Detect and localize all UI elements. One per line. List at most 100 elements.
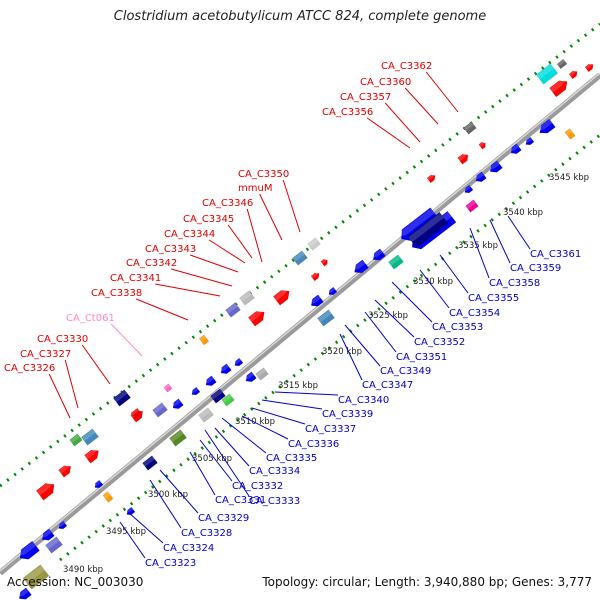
gene-feature[interactable] [371,248,386,263]
gene-feature[interactable] [210,388,226,404]
gene-feature[interactable] [16,540,40,563]
gene-feature[interactable] [125,506,136,517]
gene-feature[interactable] [102,491,114,503]
gene-feature[interactable] [509,143,522,156]
gene-label-forward[interactable]: CA_C3342 [126,258,177,269]
gene-feature[interactable] [465,199,479,213]
gene-label-reverse[interactable]: CA_C3358 [489,278,540,289]
gene-feature[interactable] [152,402,168,418]
gene-feature[interactable] [320,258,329,267]
gene-label-forward[interactable]: CA_C3344 [164,229,215,240]
gene-feature[interactable] [388,254,404,270]
gene-label-forward[interactable]: CA_C3326 [4,363,55,374]
gene-label-reverse[interactable]: CA_C3340 [338,395,389,406]
gene-feature[interactable] [488,160,503,175]
gene-feature[interactable] [40,528,55,543]
gene-feature[interactable] [292,250,308,266]
gene-label-reverse[interactable]: CA_C3339 [322,409,373,420]
gene-feature[interactable] [463,121,477,135]
gene-feature[interactable] [84,447,101,464]
gene-feature[interactable] [93,479,104,490]
gene-label-reverse[interactable]: CA_C3353 [432,322,483,333]
gene-feature[interactable] [204,375,217,388]
gene-feature[interactable] [556,58,568,70]
gene-label-reverse[interactable]: CA_C3324 [163,543,214,554]
gene-label-reverse[interactable]: CA_C3355 [468,293,519,304]
gene-feature[interactable] [45,536,63,554]
gene-feature[interactable] [198,407,214,423]
gene-feature[interactable] [272,287,292,306]
gene-feature[interactable] [463,184,474,195]
gene-feature[interactable] [549,77,571,98]
gene-label-reverse[interactable]: CA_C3352 [414,337,465,348]
gene-label-reverse[interactable]: CA_C3361 [530,249,581,260]
gene-feature[interactable] [81,428,99,446]
gene-label-reverse[interactable]: CA_C3337 [305,424,356,435]
gene-label-reverse[interactable]: CA_C3332 [232,481,283,492]
gene-feature[interactable] [221,393,235,407]
gene-feature[interactable] [584,62,595,73]
gene-label-forward[interactable]: CA_C3350 [238,169,289,180]
gene-label-forward[interactable]: CA_Ct061 [66,313,115,324]
gene-label-reverse[interactable]: CA_C3334 [249,466,300,477]
gene-feature[interactable] [407,211,449,249]
gene-label-reverse[interactable]: CA_C3323 [145,558,196,569]
gene-feature[interactable] [57,520,68,531]
gene-feature[interactable] [239,290,255,306]
gene-feature[interactable] [568,69,579,80]
gene-label-reverse[interactable]: CA_C3349 [380,366,431,377]
gene-label-reverse[interactable]: CA_C3347 [362,380,413,391]
gene-label-forward[interactable]: CA_C3357 [340,92,391,103]
gene-feature[interactable] [524,136,535,147]
gene-feature[interactable] [163,383,173,393]
gene-label-forward[interactable]: CA_C3327 [20,349,71,360]
gene-feature[interactable] [535,63,559,85]
gene-feature[interactable] [22,564,50,590]
gene-label-forward[interactable]: CA_C3356 [322,107,373,118]
gene-label-reverse[interactable]: CA_C3359 [510,263,561,274]
gene-feature[interactable] [351,259,369,276]
gene-feature[interactable] [69,433,83,447]
gene-label-forward[interactable]: CA_C3346 [202,198,253,209]
gene-label-reverse[interactable]: CA_C3354 [449,308,500,319]
gene-feature[interactable] [190,386,201,397]
gene-label-reverse[interactable]: CA_C3329 [198,513,249,524]
gene-label-forward[interactable]: CA_C3343 [145,244,196,255]
gene-label-reverse[interactable]: CA_C3328 [181,528,232,539]
gene-label-forward[interactable]: CA_C3345 [183,214,234,225]
gene-label-reverse[interactable]: CA_C3335 [266,453,317,464]
gene-label-forward[interactable]: mmuM [238,183,272,194]
gene-feature[interactable] [255,367,269,381]
gene-label-reverse[interactable]: CA_C3336 [288,439,339,450]
gene-feature[interactable] [113,389,131,407]
gene-feature[interactable] [317,309,335,327]
gene-feature[interactable] [142,455,158,471]
gene-label-reverse[interactable]: CA_C3333 [249,496,300,507]
gene-feature[interactable] [171,398,184,411]
gene-feature[interactable] [233,357,244,368]
gene-feature[interactable] [564,128,576,140]
gene-feature[interactable] [478,141,487,150]
gene-feature[interactable] [537,118,556,137]
gene-label-forward[interactable]: CA_C3362 [381,61,432,72]
gene-feature[interactable] [307,237,321,251]
gene-label-reverse[interactable]: CA_C3331 [215,495,266,506]
gene-label-forward[interactable]: CA_C3330 [37,334,88,345]
gene-feature[interactable] [310,271,321,282]
gene-feature[interactable] [219,363,232,376]
gene-feature[interactable] [17,587,32,600]
gene-feature[interactable] [169,429,187,447]
gene-feature[interactable] [474,171,487,184]
gene-feature[interactable] [35,480,58,501]
gene-feature[interactable] [58,463,74,478]
gene-feature[interactable] [327,286,338,297]
gene-feature[interactable] [309,294,324,309]
gene-label-forward[interactable]: CA_C3341 [110,273,161,284]
gene-label-forward[interactable]: CA_C3338 [91,288,142,299]
gene-feature[interactable] [130,407,142,419]
gene-feature[interactable] [225,302,241,318]
gene-feature[interactable] [247,308,267,327]
gene-feature[interactable] [426,173,437,184]
gene-feature[interactable] [198,334,210,346]
